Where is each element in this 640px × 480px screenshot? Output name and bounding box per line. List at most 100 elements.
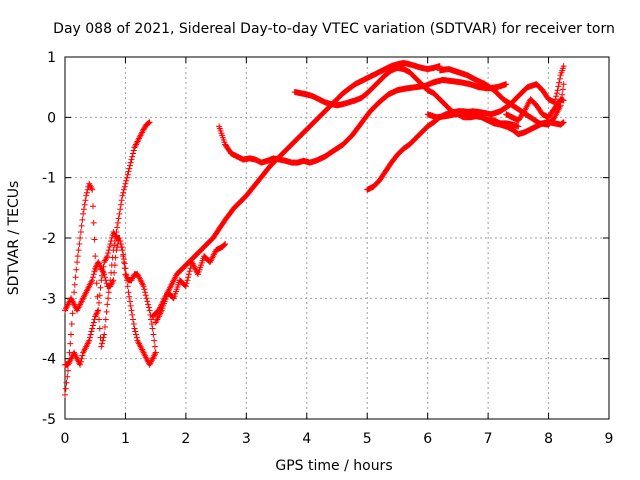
data-point <box>102 324 108 330</box>
y-tick-label: -5 <box>42 412 56 428</box>
data-point <box>122 180 129 187</box>
data-point <box>120 256 127 263</box>
x-tick-label: 7 <box>484 431 493 447</box>
data-point <box>122 265 129 272</box>
data-point <box>92 253 99 260</box>
data-point <box>101 331 108 338</box>
data-point <box>145 301 152 308</box>
data-point <box>151 343 158 350</box>
data-point <box>69 310 76 317</box>
data-point <box>104 301 111 308</box>
data-point <box>90 319 97 326</box>
data-point <box>132 328 139 335</box>
data-point <box>515 123 522 130</box>
series-track-f <box>216 76 510 166</box>
data-point <box>77 361 84 368</box>
data-point <box>104 253 111 260</box>
data-point <box>99 337 106 344</box>
data-point <box>115 215 122 222</box>
data-point <box>97 284 104 291</box>
data-point <box>111 262 118 269</box>
data-point <box>98 343 105 350</box>
data-point <box>221 241 228 248</box>
data-point <box>86 334 93 341</box>
data-point <box>120 251 127 258</box>
data-point <box>99 268 106 275</box>
x-tick-label: 6 <box>423 431 432 447</box>
data-point <box>89 277 96 284</box>
data-point <box>78 355 85 362</box>
data-point <box>111 269 118 276</box>
data-point <box>117 206 124 213</box>
data-point <box>185 271 192 278</box>
data-point <box>71 281 78 288</box>
data-point <box>91 268 98 275</box>
data-point <box>119 247 126 254</box>
data-point <box>184 277 191 284</box>
data-point <box>140 283 147 290</box>
data-point <box>142 292 149 299</box>
x-tick-label: 3 <box>242 431 251 447</box>
data-point <box>124 174 130 181</box>
chart-title: Day 088 of 2021, Sidereal Day-to-day VTE… <box>53 21 615 37</box>
data-point <box>74 259 81 266</box>
data-point <box>560 81 567 88</box>
data-point <box>86 337 93 344</box>
y-tick-label: -2 <box>42 231 56 247</box>
data-point <box>62 391 68 398</box>
series-track-d <box>149 60 443 320</box>
y-tick-label: -1 <box>42 171 56 187</box>
data-point <box>151 337 158 344</box>
data-point <box>108 238 115 244</box>
data-point <box>128 307 135 314</box>
data-point <box>75 247 82 254</box>
data-point <box>68 321 75 327</box>
data-point <box>148 316 155 323</box>
data-point <box>62 385 69 392</box>
series-track-c <box>62 229 159 368</box>
data-point <box>71 289 78 296</box>
data-point <box>124 171 131 178</box>
data-point <box>121 183 128 190</box>
data-point <box>105 289 112 296</box>
data-point <box>560 63 567 70</box>
data-point <box>79 216 86 223</box>
data-point <box>142 289 149 296</box>
data-point <box>110 277 117 284</box>
data-point <box>126 293 133 300</box>
x-tick-label: 2 <box>181 431 190 447</box>
x-axis-label: GPS time / hours <box>275 458 392 474</box>
data-point <box>127 159 134 166</box>
data-point <box>65 367 71 374</box>
data-point <box>130 150 136 157</box>
data-point <box>77 229 84 235</box>
data-point <box>100 263 107 270</box>
data-point <box>96 299 102 306</box>
data-point <box>127 302 134 309</box>
data-point <box>559 119 566 126</box>
data-point <box>93 280 100 287</box>
data-point <box>556 75 563 82</box>
data-point <box>152 349 159 356</box>
data-point <box>120 186 127 193</box>
x-tick-label: 4 <box>302 431 311 447</box>
data-point <box>552 96 559 103</box>
data-point <box>125 168 132 175</box>
data-point <box>77 358 84 365</box>
data-point <box>90 271 97 278</box>
data-point <box>146 119 153 126</box>
data-point <box>81 201 88 208</box>
data-point <box>76 241 83 247</box>
data-point <box>118 197 125 204</box>
data-point <box>120 189 127 196</box>
data-point <box>117 241 124 247</box>
data-point <box>106 244 113 250</box>
data-point <box>95 307 102 314</box>
data-point <box>124 277 130 284</box>
data-point <box>133 334 140 341</box>
data-point <box>90 203 96 210</box>
x-tick-label: 8 <box>544 431 553 447</box>
data-point <box>182 283 189 290</box>
data-point <box>129 153 136 160</box>
